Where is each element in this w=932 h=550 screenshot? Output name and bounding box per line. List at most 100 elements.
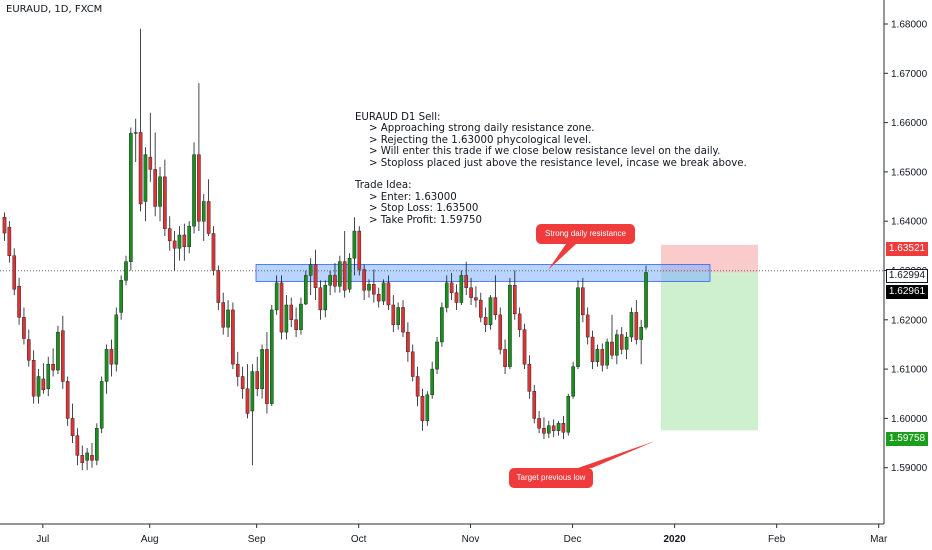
candle-body [639,326,643,340]
candle [226,300,230,338]
take-profit-zone [661,272,758,431]
candle-body [177,234,182,249]
time-tick-label: Nov [462,534,480,545]
target-callout-pointer [578,441,655,468]
candle [464,261,469,296]
candle-body [304,275,308,305]
candle-body [352,230,357,259]
candle [206,179,211,236]
candle-body [163,176,167,229]
symbol-title: EURAUD, 1D, FXCM [6,4,103,15]
candle-body [12,255,17,290]
candle-body [357,230,362,270]
candle [615,329,619,365]
candle-body [95,428,99,461]
trade-idea-point: > Take Profit: 1.59750 [369,214,482,226]
candle-body [99,381,104,429]
candle-body [401,307,405,333]
candle-body [65,381,70,419]
candle [46,356,51,397]
candle-body [508,285,512,367]
candle [177,226,182,261]
candle [187,221,191,254]
candle-body [138,132,143,205]
candle-body [376,293,381,302]
candle [129,127,133,271]
trade-drawings[interactable] [255,244,758,431]
candle [362,264,366,301]
candle-body [260,349,264,390]
candle [279,275,284,340]
candle-body [406,331,410,353]
candle-body [328,275,332,286]
candle [119,275,123,320]
candle-body [561,423,566,433]
candle-body [226,309,230,328]
candle [454,284,459,310]
candle [323,280,328,318]
candle [440,302,444,347]
resistance-callout[interactable]: Strong daily resistance [536,224,635,244]
candles [2,28,648,471]
candle [357,226,362,276]
candle [629,307,634,342]
candle-body [386,282,391,306]
time-tick-label: 2020 [663,534,686,545]
time-tick-label: Mar [870,534,888,545]
candle [566,393,571,436]
candle [425,391,430,426]
candle [163,159,167,236]
candle [459,270,464,306]
candle [474,286,478,308]
candle [289,297,294,328]
candle-body [2,217,7,234]
candle [31,350,36,404]
candle-body [566,396,571,433]
candle [70,403,75,444]
candle-body [61,330,65,382]
candle [376,287,381,308]
candle [517,307,522,338]
candle [347,253,352,293]
candle [610,314,614,360]
price-tick-label: 1.60000 [891,414,928,425]
resistance-callout-pointer [548,244,576,270]
candle-body [420,396,425,422]
candle [75,428,80,466]
candle-body [22,317,26,339]
candle [7,221,12,263]
candle-body [109,349,114,365]
candle-body [70,418,75,436]
target-callout[interactable]: Target previous low [509,468,593,488]
candle [104,344,109,394]
candle [503,339,507,375]
candle-body [75,435,80,456]
candle-body [206,201,211,234]
candle-body [129,133,133,262]
candle-body [459,275,464,303]
overlays [0,244,884,468]
candle [328,270,332,296]
candle-body [342,261,347,291]
candle [61,315,65,389]
time-tick-label: Dec [564,534,582,545]
candle [85,447,89,471]
candle-body [469,287,473,298]
candle [56,325,60,375]
resistance-zone [255,264,711,282]
candle [235,351,240,387]
candle [406,322,410,362]
current-price-badge: 1.62994 [886,269,928,283]
analysis-note[interactable]: EURAUD D1 Sell: > Approaching strong dail… [355,112,747,226]
candle-body [41,378,46,391]
candle-body [104,349,109,382]
candle [493,275,498,320]
candle-body [216,270,221,303]
candle [537,411,541,434]
candle-body [372,284,376,295]
candle-body [527,363,532,392]
candle [401,300,405,338]
candle [245,364,250,419]
